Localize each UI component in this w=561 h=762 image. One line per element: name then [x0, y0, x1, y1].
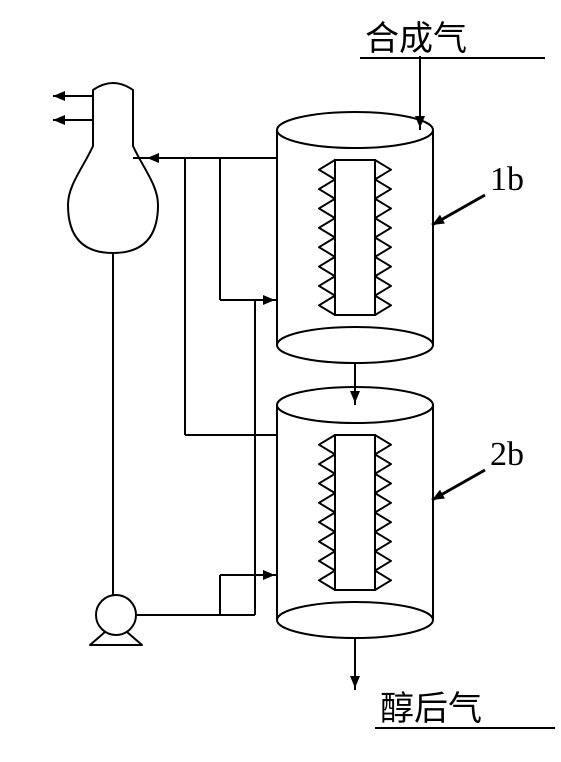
label-2b: 2b: [490, 436, 524, 473]
label-1b: 1b: [490, 161, 524, 198]
label-syngas: 合成气: [365, 20, 467, 58]
label-after-gas: 醇后气: [380, 690, 482, 728]
